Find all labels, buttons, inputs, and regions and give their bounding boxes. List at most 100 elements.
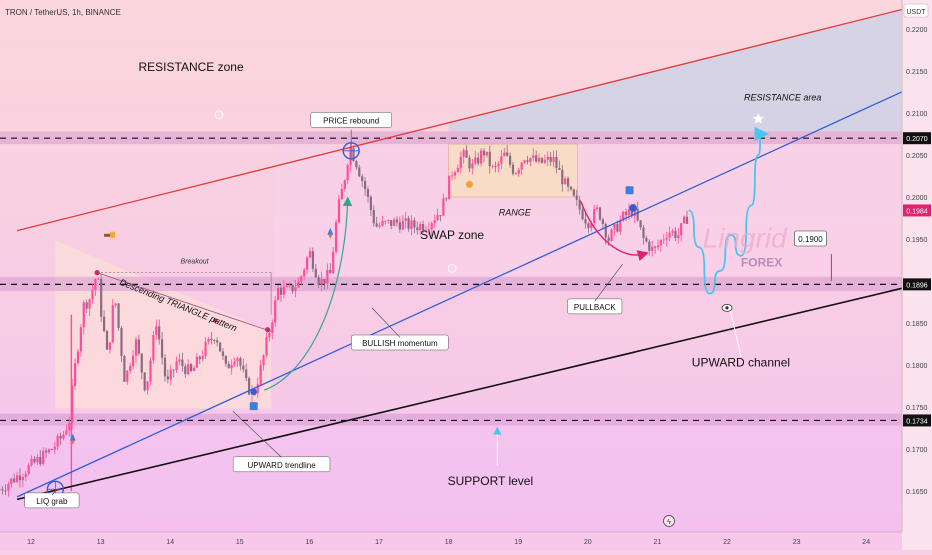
candle-body	[578, 199, 581, 210]
candle-body	[535, 155, 538, 162]
candle-body	[224, 355, 227, 364]
candle-body	[265, 337, 268, 356]
candle-body	[0, 489, 1, 491]
info-circle-icon	[214, 110, 224, 120]
candle-body	[198, 356, 201, 360]
range-start-icon	[465, 180, 473, 188]
candle-body	[465, 150, 468, 158]
candle-body	[274, 300, 277, 323]
candle-body	[279, 287, 283, 295]
watermark-subtext: FOREX	[741, 256, 782, 270]
triangle-top-dot	[94, 270, 100, 276]
candle-body	[117, 303, 120, 329]
candle-body	[477, 157, 480, 164]
candle-body	[123, 356, 126, 382]
candle-body	[468, 157, 471, 169]
candle-body	[529, 158, 532, 162]
candle-body	[268, 332, 271, 338]
candle-body	[108, 342, 111, 350]
candle-body	[453, 172, 457, 176]
hammer-icon	[104, 233, 114, 237]
candle-body	[79, 327, 82, 352]
candle-body	[111, 305, 114, 343]
candle-body	[448, 175, 451, 200]
candle-body	[97, 279, 100, 280]
candle-body	[262, 355, 265, 366]
level-price-flag-label: 0.1896	[906, 282, 928, 289]
candle-body	[82, 302, 85, 328]
support-shade	[0, 413, 902, 532]
annotation-box	[567, 298, 623, 315]
candle-body	[471, 163, 474, 169]
price-tick-label: 0.2050	[906, 153, 928, 160]
candle-body	[256, 384, 259, 394]
time-tick-label: 24	[862, 539, 870, 546]
candle-body	[604, 224, 607, 238]
candle-body	[213, 340, 216, 341]
price-tick-label: 0.1750	[906, 405, 928, 412]
candle-body	[181, 359, 184, 367]
bullish-momentum-arrow	[263, 196, 353, 391]
price-tick-label: 0.1950	[906, 237, 928, 244]
trendline-touch-dot	[629, 204, 637, 212]
candle-body	[395, 219, 399, 223]
candle-body	[233, 361, 236, 365]
candle-body	[668, 232, 671, 238]
candle-body	[627, 209, 631, 216]
candle-body	[546, 156, 549, 160]
candle-body	[305, 257, 309, 270]
annotation-label: SUPPORT level	[448, 474, 534, 488]
price-tick-label: 0.1650	[906, 489, 928, 496]
symbol-title: TRON / TetherUS, 1h, BINANCE	[5, 8, 121, 17]
candle-body	[523, 160, 526, 163]
candle-body	[88, 299, 91, 309]
candle-body	[665, 237, 668, 240]
candle-body	[369, 196, 372, 211]
candle-body	[227, 363, 230, 369]
candle-body	[50, 449, 53, 451]
zone-band	[0, 413, 902, 426]
lightning-icon[interactable]	[663, 515, 675, 527]
candle-body	[340, 188, 343, 200]
candle-body	[375, 223, 378, 227]
candle-body	[442, 198, 445, 216]
candle-body	[659, 240, 662, 246]
candle-body	[221, 351, 225, 356]
candle-body	[421, 224, 425, 231]
triangle-end-dot	[265, 327, 271, 333]
candle-body	[91, 289, 94, 300]
candle-body	[401, 221, 404, 230]
resistance-line	[16, 7, 909, 232]
current-price-flag-label: 0.1984	[906, 208, 928, 215]
candle-body	[15, 475, 19, 482]
candle-body	[653, 246, 657, 248]
candle-body	[30, 458, 33, 466]
candle-body	[230, 364, 233, 369]
annotation-italic-label: RANGE	[499, 207, 532, 217]
candle-body	[178, 359, 181, 362]
star-icon	[752, 112, 764, 124]
candle-body	[404, 218, 407, 222]
candle-body	[387, 220, 390, 221]
level-price-flag	[903, 278, 931, 291]
candle-body	[671, 230, 674, 233]
candle-body	[532, 155, 535, 159]
candle-body	[633, 208, 636, 216]
candle-body	[323, 278, 326, 284]
candle-body	[152, 334, 155, 361]
level-price-flag-label: 0.2070	[906, 136, 928, 143]
candle-body	[682, 216, 686, 224]
candle-body	[311, 251, 314, 269]
candle-body	[7, 483, 10, 491]
time-tick-label: 19	[514, 539, 522, 546]
candle-body	[288, 284, 291, 286]
candle-body	[175, 361, 178, 371]
time-tick-label: 12	[27, 539, 35, 546]
price-tick-label: 0.2150	[906, 69, 928, 76]
candle-body	[120, 328, 123, 357]
candle-body	[158, 326, 161, 340]
candle-body	[459, 156, 462, 168]
candle-body	[218, 342, 222, 352]
currency-badge[interactable]	[903, 3, 929, 18]
